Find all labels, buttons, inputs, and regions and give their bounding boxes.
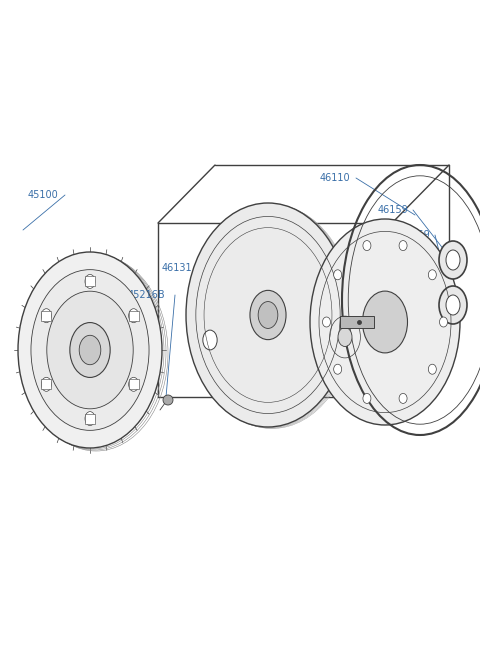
Ellipse shape (334, 364, 342, 374)
Ellipse shape (323, 317, 331, 327)
Bar (85, 413, 95, 424)
Ellipse shape (363, 394, 371, 403)
Text: 46110: 46110 (320, 173, 350, 183)
Bar (41, 379, 51, 389)
Ellipse shape (79, 335, 101, 365)
Ellipse shape (338, 328, 352, 346)
Bar (340, 316, 374, 328)
Text: 46159: 46159 (400, 230, 431, 240)
Text: 45216B: 45216B (128, 290, 166, 300)
Ellipse shape (334, 270, 342, 280)
Ellipse shape (428, 270, 436, 280)
Bar (41, 310, 51, 321)
Ellipse shape (439, 241, 467, 279)
Ellipse shape (41, 309, 51, 323)
Ellipse shape (399, 240, 407, 251)
Text: 45100: 45100 (28, 190, 59, 200)
Ellipse shape (440, 317, 447, 327)
Ellipse shape (317, 299, 373, 375)
Ellipse shape (31, 270, 149, 430)
Bar (129, 379, 139, 389)
Bar (129, 310, 139, 321)
Ellipse shape (163, 395, 173, 405)
Ellipse shape (362, 291, 408, 353)
Ellipse shape (439, 286, 467, 324)
Ellipse shape (203, 330, 217, 350)
Ellipse shape (18, 252, 162, 448)
Ellipse shape (197, 322, 223, 358)
Ellipse shape (129, 309, 139, 323)
Text: 46159: 46159 (378, 205, 409, 215)
Ellipse shape (47, 291, 133, 409)
Ellipse shape (85, 274, 95, 288)
Ellipse shape (129, 377, 139, 391)
Ellipse shape (446, 250, 460, 270)
Text: 46131: 46131 (162, 263, 192, 273)
Ellipse shape (186, 203, 350, 427)
Ellipse shape (399, 394, 407, 403)
Ellipse shape (85, 411, 95, 426)
Ellipse shape (428, 364, 436, 374)
Ellipse shape (363, 240, 371, 251)
Ellipse shape (41, 377, 51, 391)
Ellipse shape (70, 322, 110, 377)
Bar (85, 276, 95, 286)
Ellipse shape (258, 301, 278, 328)
Ellipse shape (310, 219, 460, 425)
Ellipse shape (250, 290, 286, 340)
Text: 46158: 46158 (390, 310, 421, 320)
Ellipse shape (446, 295, 460, 315)
Text: 46155: 46155 (352, 300, 383, 310)
